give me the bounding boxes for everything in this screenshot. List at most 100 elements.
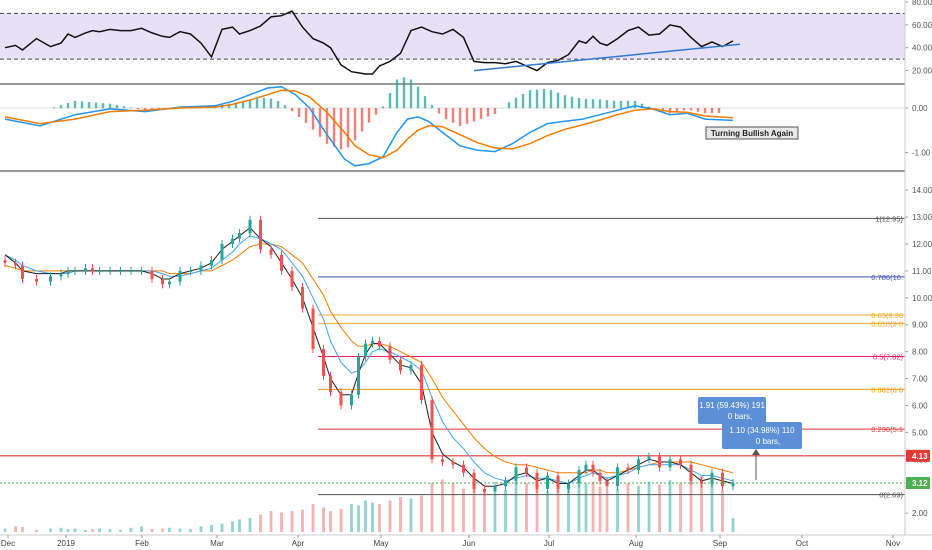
fib-retracement[interactable]: 1(12.95) 0.786(10. 0.65(9.360.618(9.0 0.5(7… — [318, 214, 905, 500]
measure-label-1[interactable] — [698, 397, 766, 424]
time-tick-label: Nov — [886, 539, 900, 548]
volume-bar — [441, 479, 444, 532]
macd-histogram-bar — [248, 99, 252, 109]
candle-body — [710, 472, 714, 484]
candle-body — [259, 219, 262, 250]
candle-body — [231, 238, 234, 244]
fib-level-label: 0.5(7.82) — [873, 352, 904, 361]
candle-body — [357, 357, 360, 395]
volume-bar — [584, 483, 588, 532]
volume-bar — [311, 504, 315, 532]
macd-histogram-bar — [108, 103, 112, 109]
candle-body — [472, 472, 476, 489]
volume-bar — [119, 529, 122, 532]
macd-histogram-bar — [696, 108, 700, 112]
candle-body — [721, 472, 724, 487]
price-tick-label: 12.00 — [912, 240, 932, 249]
volume-bar — [647, 481, 651, 532]
macd-histogram-bar — [535, 89, 539, 109]
fib-level-label: 1(12.95) — [875, 214, 903, 223]
candle-body — [689, 464, 693, 481]
volume-bar — [14, 526, 17, 532]
macd-histogram-bar — [87, 102, 91, 109]
macd-histogram-bar — [94, 102, 98, 109]
volume-bar — [301, 509, 304, 532]
macd-histogram-bar — [437, 108, 441, 114]
macd-histogram-bar — [115, 105, 119, 109]
volume-bar — [710, 481, 714, 532]
measure-tool[interactable]: 1.91 (59.43%) 191 0 bars, 1.10 (34.98%) … — [698, 397, 802, 480]
rsi-line — [4, 10, 734, 75]
macd-histogram-bar — [514, 97, 518, 109]
macd-line — [4, 85, 734, 167]
macd-histogram-bar — [381, 106, 385, 109]
volume-bar — [108, 529, 112, 532]
rsi-trendline — [473, 43, 741, 72]
measure-label-2-line2: 0 bars, — [756, 437, 780, 446]
macd-histogram-bar — [360, 108, 364, 132]
measure-label-1-line1: 1.91 (59.43%) 191 — [699, 401, 765, 410]
measure-arrow-head — [752, 449, 760, 455]
fib-level-label: 0.65(9.36 — [871, 311, 903, 320]
macd-histogram-bar — [661, 108, 665, 112]
rsi-band — [0, 13, 905, 60]
volume-bar — [388, 500, 392, 532]
macd-histogram-bar — [717, 108, 721, 113]
volume-bar — [605, 490, 609, 532]
volume-bar — [248, 518, 252, 532]
rsi-tick-label: 80.00 — [912, 0, 932, 7]
volume-bar — [98, 528, 101, 532]
time-tick-label: Sep — [713, 539, 728, 548]
candle-body — [658, 456, 661, 468]
volume-bar — [49, 528, 52, 532]
volume-bars — [3, 476, 735, 532]
candle-body — [409, 365, 413, 371]
macd-annotation-box[interactable] — [705, 126, 799, 140]
volume-bar — [231, 521, 234, 532]
volume-bar — [598, 486, 602, 532]
candle-body — [14, 262, 17, 266]
volume-bar — [399, 497, 402, 532]
candle-body — [462, 464, 465, 473]
macd-histogram-bar — [521, 93, 525, 109]
measure-label-2[interactable] — [722, 422, 802, 449]
macd-histogram-bar — [409, 79, 413, 109]
volume-bar — [591, 481, 595, 532]
price-tick-label: 11.00 — [912, 267, 932, 276]
fib-level-label: 0.382(6.6 — [871, 385, 903, 394]
rsi-tick-label: 40.00 — [912, 44, 932, 53]
fib-level-label: 0.618(9.0 — [871, 319, 903, 328]
candle-body — [21, 265, 24, 279]
macd-histogram-bar — [703, 108, 707, 114]
candle-body — [626, 467, 630, 471]
macd-histogram-bar — [710, 108, 714, 114]
candle-body — [493, 486, 497, 492]
time-tick-label: Dec — [1, 539, 15, 548]
macd-histogram-bar — [262, 97, 266, 109]
candle-body — [91, 268, 94, 271]
volume-bar — [168, 527, 171, 532]
time-tick-label: Aug — [629, 539, 643, 548]
time-tick-label: Mar — [210, 539, 224, 548]
macd-histogram-bar — [311, 108, 315, 130]
macd-histogram-bar — [423, 96, 427, 109]
candle-body — [49, 276, 52, 282]
candle-body — [700, 480, 703, 484]
candle-body — [514, 467, 518, 481]
volume-bar — [658, 484, 661, 532]
volume-bar — [700, 476, 703, 532]
volume-bar — [3, 528, 7, 532]
macd-histogram-bar — [577, 98, 581, 109]
candle-body — [84, 268, 87, 271]
volume-bar — [280, 512, 283, 532]
candle-body — [66, 270, 70, 274]
candle-body — [129, 270, 133, 272]
volume-bar — [178, 528, 182, 532]
volume-bar — [220, 523, 224, 532]
time-tick-label: Oct — [796, 539, 809, 548]
price-tag-box — [906, 477, 930, 490]
candle-body — [483, 488, 486, 492]
time-tick-label: Jun — [463, 539, 476, 548]
measure-label-2-line1: 1.10 (34.98%) 110 — [729, 426, 795, 435]
